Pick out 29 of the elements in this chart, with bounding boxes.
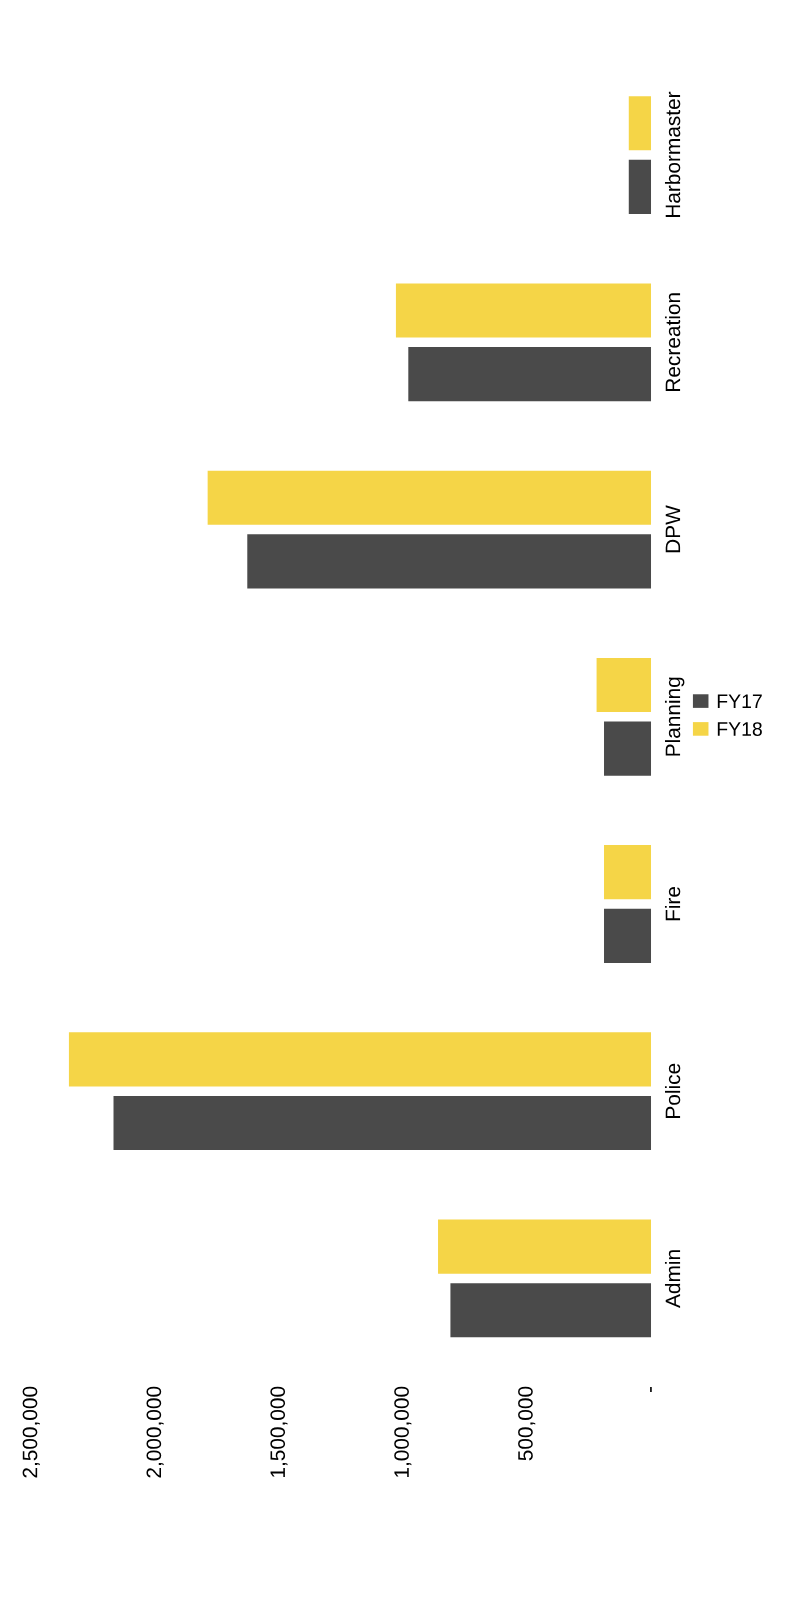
y-tick-label: Fire [664, 886, 681, 921]
y-tick-label: Police [664, 1063, 681, 1118]
y-tick-label: Recreation [664, 293, 681, 391]
x-tick-label: 500,000 [518, 1386, 536, 1461]
x-tick-label: 2,500,000 [22, 1386, 40, 1478]
bar [113, 1096, 652, 1151]
x-tick-label: 2,000,000 [146, 1386, 164, 1478]
bar [438, 1219, 652, 1274]
y-tick-label: DPW [665, 505, 681, 553]
x-tick-label: - [650, 1386, 652, 1392]
bar [596, 657, 652, 712]
legend-label: FY18 [717, 722, 762, 736]
bar [207, 470, 652, 525]
legend-label: FY17 [717, 694, 762, 708]
x-tick-label: 1,000,000 [394, 1386, 412, 1478]
y-tick-label: Planning [664, 677, 685, 756]
bar [247, 534, 652, 589]
bar [628, 159, 652, 214]
bar [450, 1283, 652, 1338]
bar [408, 347, 652, 402]
bar [604, 721, 652, 776]
bar [604, 845, 652, 900]
y-tick-label: Admin [664, 1250, 681, 1308]
y-tick-label: Harbormaster [664, 91, 681, 218]
bar [628, 96, 652, 151]
bar [604, 908, 652, 963]
bar [395, 283, 652, 338]
x-tick-label: 1,500,000 [270, 1386, 288, 1478]
bar [68, 1032, 652, 1087]
